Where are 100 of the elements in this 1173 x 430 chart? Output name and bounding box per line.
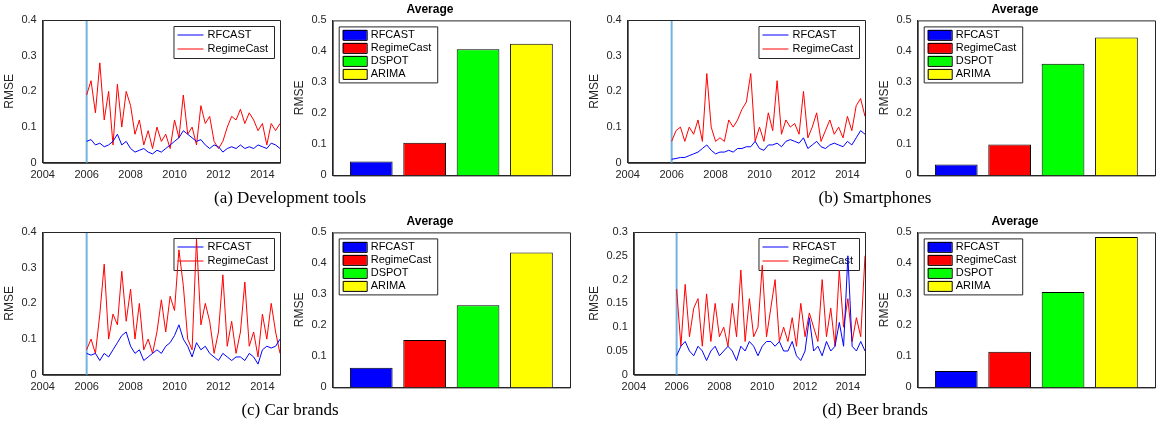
x-tick-label: 2004 [30,168,55,181]
x-tick-label: 2008 [703,168,728,181]
chart-title: Average [406,213,454,228]
y-axis-title: RMSE [876,80,891,116]
y-tick-label: 0.25 [606,248,628,261]
x-tick-label: 2008 [118,380,143,393]
y-tick-label: 0.2 [612,272,628,285]
legend-label: ARIMA [955,66,992,79]
y-tick-label: 0.2 [311,318,327,331]
y-axis-title: RMSE [586,74,601,109]
y-tick-label: 0.3 [21,260,37,273]
y-axis-title: RMSE [876,292,891,328]
y-axis-title: RMSE [1,286,16,321]
legend-label: RegimeCast [955,252,1017,265]
x-tick-label: 2006 [74,380,99,393]
y-tick-label: 0.2 [896,106,912,119]
text: (b) Smartphones [817,188,933,208]
y-tick-label: 0.1 [311,349,327,362]
legend-label: RegimeCast [792,42,854,55]
y-axis-title: RMSE [291,292,306,328]
text: (d) Beer brands [821,400,929,420]
y-tick-label: 0.4 [896,44,912,57]
legend-label: RFCAST [370,27,415,40]
y-axis-title: RMSE [1,74,16,109]
legend-label: RFCAST [955,239,1000,252]
x-tick-label: 2004 [30,380,55,393]
x-tick-label: 2014 [835,380,861,393]
y-tick-label: 0.4 [21,225,37,238]
y-tick-label: 0.4 [311,256,327,269]
y-tick-label: 0.15 [606,296,628,309]
legend-label: ARIMA [370,278,407,291]
y-tick-label: 0.3 [896,75,912,88]
legend-label: RegimeCast [955,40,1017,53]
y-tick-label: 0 [621,367,628,380]
x-tick-label: 2012 [206,168,231,181]
chart-title: Average [991,213,1039,228]
legend-label: ARIMA [955,278,992,291]
y-tick-label: 0 [905,168,912,181]
y-tick-label: 0.4 [896,256,912,269]
x-tick-label: 2010 [750,380,775,393]
legend-label: ARIMA [370,66,407,79]
text: (a) Development tools [213,188,367,208]
legend-label: DSPOT [955,265,994,278]
x-tick-label: 2010 [747,168,772,181]
x-tick-label: 2012 [792,380,818,393]
y-tick-label: 0.4 [606,13,622,26]
legend-label: RegimeCast [207,42,269,55]
x-tick-label: 2006 [74,168,99,181]
x-tick-label: 2006 [659,168,684,181]
chart-title: Average [991,1,1039,16]
x-tick-label: 2014 [250,380,275,393]
y-tick-label: 0.1 [896,137,912,150]
text: (c) Car brands [240,400,340,420]
x-tick-label: 2010 [162,380,187,393]
legend-label: RFCAST [792,240,837,253]
y-tick-label: 0.1 [21,332,37,345]
y-tick-label: 0.4 [21,13,37,26]
y-tick-label: 0 [30,367,37,380]
y-tick-label: 0 [320,168,327,181]
y-tick-label: 0.1 [21,120,37,133]
legend-label: DSPOT [370,265,409,278]
y-tick-label: 0.1 [311,137,327,150]
y-axis-title: RMSE [291,80,306,116]
y-tick-label: 0.3 [311,287,327,300]
y-tick-label: 0.2 [311,106,327,119]
legend-label: DSPOT [955,53,994,66]
x-tick-label: 2004 [615,168,640,181]
y-tick-label: 0.3 [896,287,912,300]
x-tick-label: 2014 [250,168,275,181]
legend-label: RegimeCast [370,40,432,53]
x-tick-label: 2004 [621,380,647,393]
y-tick-label: 0.3 [606,48,622,61]
x-tick-label: 2008 [707,380,732,393]
y-tick-label: 0.1 [606,120,622,133]
legend-label: RFCAST [207,240,252,253]
legend-label: RFCAST [370,239,415,252]
y-tick-label: 0.2 [21,84,37,97]
x-tick-label: 2014 [835,168,860,181]
legend-label: RFCAST [792,28,837,41]
legend-label: RegimeCast [207,254,269,267]
y-tick-label: 0.2 [606,84,622,97]
y-tick-label: 0.3 [612,225,628,238]
x-tick-label: 2012 [206,380,231,393]
y-tick-label: 0.3 [21,48,37,61]
y-tick-label: 0.1 [896,349,912,362]
y-tick-label: 0.1 [612,320,628,333]
x-tick-label: 2008 [118,168,143,181]
x-tick-label: 2006 [664,380,689,393]
y-tick-label: 0.5 [896,13,912,26]
y-tick-label: 0 [615,155,622,168]
y-tick-label: 0.2 [896,318,912,331]
y-tick-label: 0.5 [311,225,327,238]
chart-title: Average [406,1,454,16]
y-tick-label: 0.5 [896,225,912,238]
legend-label: RFCAST [207,28,252,41]
y-tick-label: 0.3 [311,75,327,88]
legend-label: DSPOT [370,53,409,66]
y-tick-label: 0.4 [311,44,327,57]
legend-label: RFCAST [955,27,1000,40]
y-tick-label: 0.05 [606,344,628,357]
